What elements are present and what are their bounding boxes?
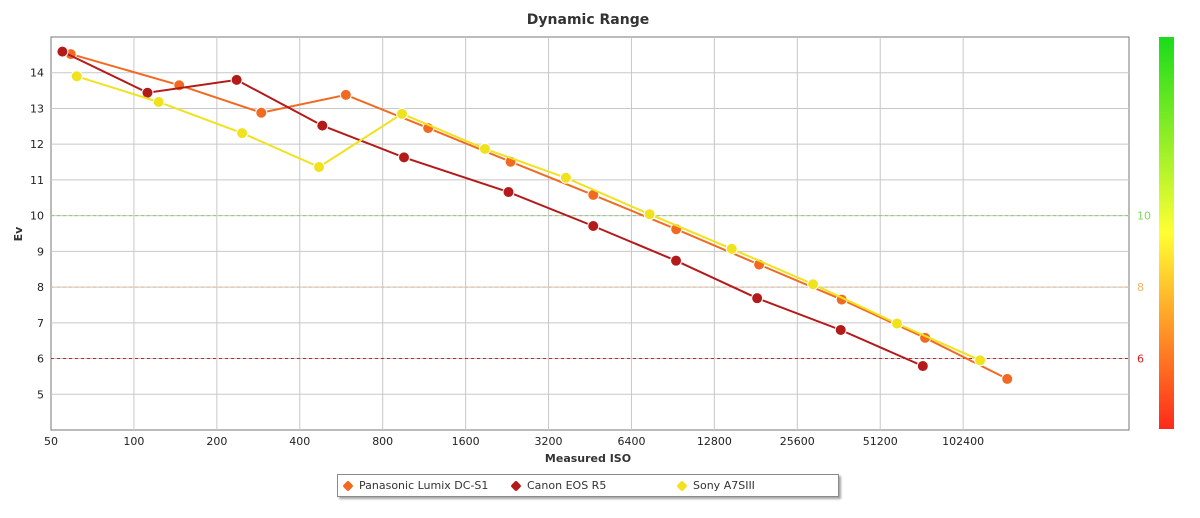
colorbar [1159, 37, 1174, 429]
data-point[interactable] [339, 88, 352, 101]
x-tick-label: 3200 [535, 435, 563, 448]
x-tick-label: 102400 [942, 435, 984, 448]
data-point[interactable] [478, 142, 491, 155]
legend-label: Sony A7SIII [693, 479, 755, 492]
data-point[interactable] [559, 171, 572, 184]
data-point[interactable] [807, 278, 820, 291]
x-tick-label: 100 [123, 435, 144, 448]
chart-title: Dynamic Range [527, 12, 649, 28]
data-point[interactable] [316, 119, 329, 132]
data-point[interactable] [670, 254, 683, 267]
series-canon-eos-r5 [56, 45, 929, 373]
series-sony-a7siii [70, 70, 987, 367]
y-tick-label: 8 [37, 281, 44, 294]
legend-marker-icon [342, 479, 354, 492]
legend-marker-icon [676, 479, 688, 492]
data-point[interactable] [236, 127, 249, 140]
x-tick-label: 50 [44, 435, 58, 448]
data-point[interactable] [834, 323, 847, 336]
y-tick-label: 7 [37, 317, 44, 330]
legend-item-sony[interactable]: Sony A7SIII [676, 475, 828, 496]
x-tick-label: 400 [289, 435, 310, 448]
data-point[interactable] [255, 106, 268, 119]
x-tick-label: 6400 [617, 435, 645, 448]
x-axis-title: Measured ISO [545, 452, 631, 465]
reference-line-label: 6 [1137, 353, 1144, 366]
data-point[interactable] [587, 219, 600, 232]
data-point[interactable] [751, 292, 764, 305]
data-point[interactable] [313, 161, 326, 174]
legend-item-canon[interactable]: Canon EOS R5 [510, 475, 678, 496]
y-tick-label: 6 [37, 353, 44, 366]
x-tick-label: 1600 [452, 435, 480, 448]
legend-item-panasonic[interactable]: Panasonic Lumix DC-S1 [338, 475, 512, 496]
data-point[interactable] [152, 96, 165, 109]
data-point[interactable] [70, 70, 83, 83]
reference-line-label: 8 [1137, 281, 1144, 294]
reference-lines: 10 8 6 [51, 210, 1151, 366]
data-point[interactable] [974, 354, 987, 367]
data-point[interactable] [890, 317, 903, 330]
data-point[interactable] [502, 186, 515, 199]
data-point[interactable] [1001, 372, 1014, 385]
y-tick-label: 5 [37, 388, 44, 401]
y-tick-label: 9 [37, 245, 44, 258]
y-axis-ticks: 5 6 7 8 9 10 11 12 13 14 [30, 67, 44, 402]
x-tick-label: 25600 [780, 435, 815, 448]
data-point[interactable] [56, 45, 69, 58]
data-point[interactable] [398, 151, 411, 164]
series-line [76, 75, 981, 362]
data-point[interactable] [916, 360, 929, 373]
data-point[interactable] [230, 73, 243, 86]
x-axis-ticks: 50 100 200 400 800 1600 3200 6400 12800 25600 5120… [44, 435, 984, 448]
legend-label: Canon EOS R5 [527, 479, 607, 492]
series-layer [56, 45, 1014, 385]
y-tick-label: 13 [30, 102, 44, 115]
grid [51, 37, 1129, 430]
y-tick-label: 12 [30, 138, 44, 151]
data-point[interactable] [395, 107, 408, 120]
legend-label: Panasonic Lumix DC-S1 [359, 479, 489, 492]
reference-line-label: 10 [1137, 210, 1151, 223]
x-tick-label: 200 [206, 435, 227, 448]
x-tick-label: 800 [372, 435, 393, 448]
data-point[interactable] [643, 208, 656, 221]
y-tick-label: 11 [30, 174, 44, 187]
y-tick-label: 10 [30, 210, 44, 223]
data-point[interactable] [725, 242, 738, 255]
legend-marker-icon [510, 479, 522, 492]
y-tick-label: 14 [30, 67, 44, 80]
x-tick-label: 12800 [697, 435, 732, 448]
legend: Panasonic Lumix DC-S1 Canon EOS R5 Sony … [337, 474, 839, 497]
series-line [70, 53, 1008, 380]
y-axis-title: Ev [12, 226, 25, 242]
x-tick-label: 51200 [863, 435, 898, 448]
